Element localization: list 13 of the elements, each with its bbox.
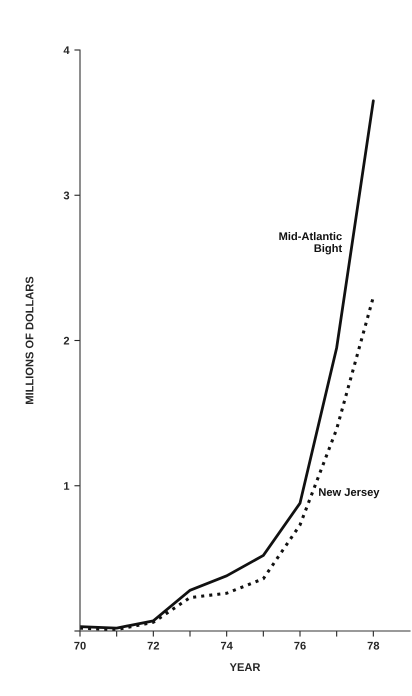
x-tick-label: 76 bbox=[294, 642, 306, 650]
y-tick-label: 4 bbox=[64, 46, 70, 54]
x-tick-label: 72 bbox=[148, 642, 160, 650]
x-tick-label: 70 bbox=[74, 642, 86, 650]
series-label: Mid-Atlantic Bight bbox=[279, 232, 342, 254]
y-axis-title: MILLIONS OF DOLLARS bbox=[26, 276, 34, 404]
y-tick-label: 1 bbox=[64, 482, 70, 490]
x-axis-title: YEAR bbox=[230, 663, 260, 671]
x-tick-label: 78 bbox=[368, 642, 380, 650]
y-tick-label: 3 bbox=[64, 192, 70, 200]
x-tick-label: 74 bbox=[220, 642, 233, 650]
series-label: New Jersey bbox=[319, 488, 380, 498]
y-tick-label: 2 bbox=[64, 336, 70, 345]
